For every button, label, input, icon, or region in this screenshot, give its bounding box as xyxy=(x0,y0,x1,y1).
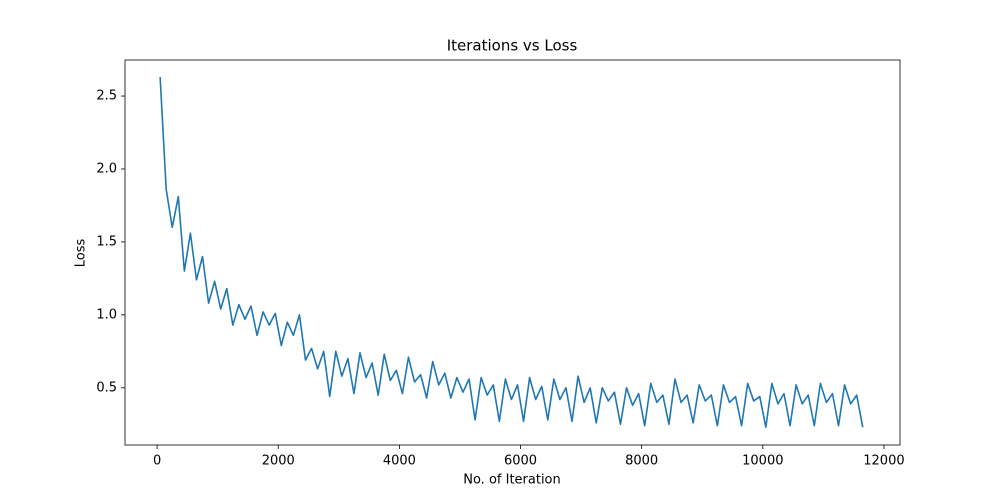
loss-line xyxy=(159,77,864,429)
x-tick-label: 8000 xyxy=(625,454,658,469)
y-tick-label: 2.0 xyxy=(96,161,117,176)
x-tick-label: 0 xyxy=(153,454,161,469)
y-tick-label: 2.5 xyxy=(96,89,117,104)
y-tick-label: 1.0 xyxy=(96,307,117,322)
y-axis-label: Loss xyxy=(74,239,89,268)
x-tick-label: 6000 xyxy=(504,454,537,469)
x-axis-label: No. of Iteration xyxy=(463,473,561,488)
axes-frame xyxy=(124,59,901,446)
x-tick-label: 12000 xyxy=(863,454,904,469)
x-tick-label: 2000 xyxy=(262,454,295,469)
x-tick-label: 10000 xyxy=(742,454,783,469)
y-tick-label: 0.5 xyxy=(96,380,117,395)
x-tick-label: 4000 xyxy=(383,454,416,469)
chart-title: Iterations vs Loss xyxy=(447,37,578,55)
y-tick-label: 1.5 xyxy=(96,234,117,249)
